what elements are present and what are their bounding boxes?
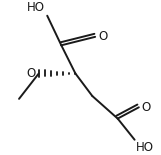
Text: HO: HO <box>26 1 44 14</box>
Text: HO: HO <box>136 141 154 154</box>
Text: O: O <box>27 67 36 80</box>
Text: O: O <box>98 30 107 43</box>
Text: O: O <box>142 101 151 114</box>
